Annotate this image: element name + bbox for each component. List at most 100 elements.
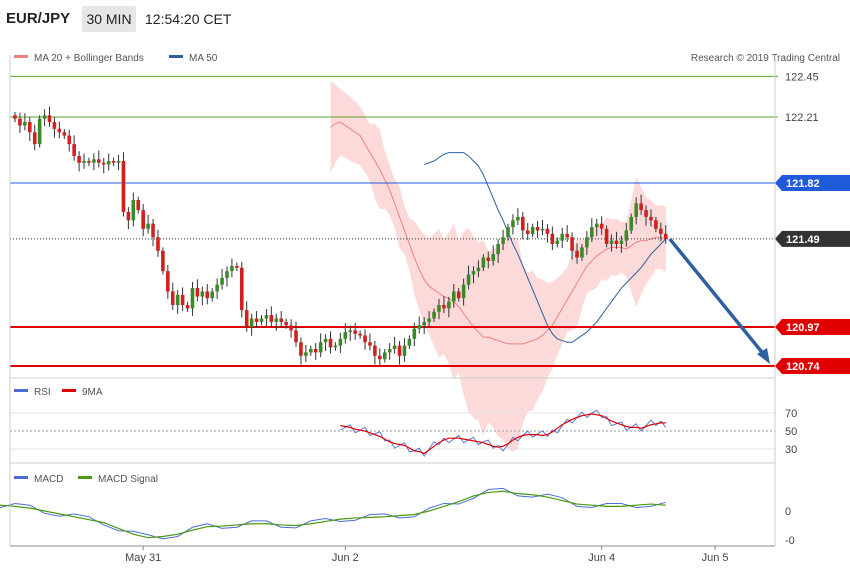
candle-body — [279, 318, 284, 322]
candle-body — [594, 223, 599, 228]
candle-body — [318, 342, 323, 353]
legend-label-1: MA 50 — [189, 53, 218, 64]
candle-body — [225, 271, 229, 278]
price-tag-121.49 — [775, 230, 850, 247]
candle-body — [269, 315, 274, 322]
x-label-May 31: May 31 — [125, 552, 161, 564]
copyright-text: Research © 2019 Trading Central — [691, 53, 840, 64]
candle-body — [92, 159, 96, 163]
macd-tick-1: -0 — [785, 535, 795, 547]
candle-body — [585, 237, 589, 248]
candle-body — [609, 240, 614, 245]
candle-body — [18, 118, 22, 126]
candle-body — [476, 267, 481, 272]
candle-body — [663, 233, 668, 239]
candle-body — [353, 330, 357, 334]
candle-body — [116, 161, 121, 163]
candle-body — [343, 332, 348, 339]
candle-body — [200, 291, 205, 297]
rsi-legend-swatch-0 — [14, 389, 28, 392]
candle-body — [106, 161, 111, 165]
legend-swatch-0 — [14, 55, 28, 58]
candle-body — [42, 115, 47, 119]
candle-body — [412, 328, 417, 339]
rsi-legend-label-1: 9MA — [82, 387, 103, 398]
candle-body — [235, 266, 239, 268]
candle-body — [47, 115, 52, 123]
candle-body — [437, 304, 441, 312]
chart-header: EUR/JPY 30 MIN 12:54:20 CET — [0, 0, 850, 38]
rsi-9ma-line — [340, 413, 666, 455]
rsi-tick-50: 50 — [785, 426, 797, 438]
forecast-arrow — [668, 237, 767, 358]
candle-body — [244, 310, 249, 327]
candle-body — [392, 345, 397, 350]
candle-body — [161, 250, 165, 272]
candle-body — [560, 233, 565, 241]
candle-body — [451, 291, 456, 302]
chart-time: 12:54:20 CET — [145, 11, 232, 27]
candle-body — [417, 325, 422, 329]
candle-body — [422, 321, 426, 326]
candle-body — [644, 210, 648, 217]
candle-body — [111, 161, 116, 163]
price-tag-121.82 — [775, 175, 850, 192]
candle-body — [432, 311, 436, 319]
legend-label-0: MA 20 + Bollinger Bands — [34, 53, 144, 64]
rsi-line — [340, 409, 667, 458]
candle-body — [264, 315, 269, 319]
candle-body — [52, 122, 57, 129]
candle-body — [501, 237, 505, 245]
level-label-122.45: 122.45 — [785, 71, 819, 83]
candle-body — [151, 223, 155, 238]
candle-body — [97, 159, 101, 163]
candle-body — [629, 216, 634, 231]
timeframe-selector[interactable]: 30 MIN — [82, 6, 136, 32]
candle-body — [654, 220, 658, 229]
candle-body — [195, 288, 200, 297]
candle-body — [304, 352, 308, 356]
candle-body — [619, 240, 624, 245]
candle-body — [67, 135, 72, 145]
candle-body — [649, 216, 653, 221]
candle-body — [175, 294, 180, 305]
candle-body — [141, 210, 145, 229]
candle-body — [166, 271, 170, 292]
candle-body — [146, 223, 150, 229]
candle-body — [37, 118, 42, 145]
candle-body — [378, 355, 382, 360]
macd-legend-swatch-0 — [14, 476, 28, 479]
candle-body — [373, 345, 377, 356]
candle-body — [535, 227, 540, 231]
candle-body — [126, 211, 131, 221]
candle-body — [13, 115, 17, 119]
candle-body — [516, 216, 520, 221]
candle-body — [309, 349, 313, 353]
candle-body — [363, 335, 367, 343]
candle-body — [358, 333, 362, 336]
candle-body — [550, 233, 555, 245]
candle-body — [62, 132, 67, 136]
rsi-legend-label-0: RSI — [34, 387, 51, 398]
level-label-122.21: 122.21 — [785, 112, 819, 124]
candle-body — [131, 199, 136, 221]
candle-body — [456, 291, 461, 299]
forecast-arrowhead — [757, 347, 770, 364]
candle-body — [461, 284, 466, 299]
rsi-legend-swatch-1 — [62, 389, 76, 392]
macd-legend-label-0: MACD — [34, 474, 63, 485]
macd-legend-swatch-1 — [78, 476, 92, 479]
candle-body — [230, 266, 234, 272]
candle-body — [555, 240, 560, 245]
candle-body — [525, 230, 530, 234]
macd-signal-line — [0, 490, 666, 539]
candle-body — [604, 228, 609, 245]
candle-body — [333, 345, 338, 348]
candle-body — [402, 345, 407, 356]
candle-body — [506, 227, 510, 238]
currency-pair: EUR/JPY — [6, 10, 71, 27]
candle-body — [205, 291, 210, 299]
candle-body — [274, 318, 279, 322]
x-label-Jun 5: Jun 5 — [702, 552, 729, 564]
